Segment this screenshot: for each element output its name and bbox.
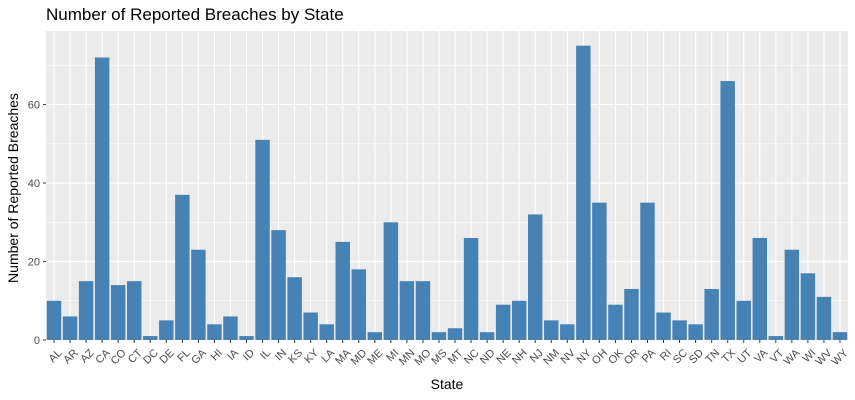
bar-hi (207, 324, 222, 340)
y-tick-label: 40 (28, 178, 40, 190)
bar-wy (832, 332, 848, 340)
x-tick-label-hi: HI (209, 347, 225, 363)
bar-fl (175, 194, 190, 340)
bar-tn (704, 288, 719, 340)
bar-sc (672, 320, 687, 340)
bar-nm (544, 320, 559, 340)
x-axis-title: State (431, 376, 464, 392)
bar-tx (720, 81, 735, 341)
bar-wv (816, 296, 832, 340)
bar-nd (479, 332, 495, 340)
y-tick-label: 0 (34, 335, 40, 347)
x-tick-label-ia: IA (225, 347, 241, 363)
bar-sd (688, 324, 703, 340)
bar-nc (463, 237, 479, 340)
x-tick-label-id: ID (241, 347, 257, 363)
bar-ne (495, 304, 511, 340)
bar-ri (656, 312, 671, 340)
bar-az (78, 281, 94, 340)
bar-il (255, 139, 270, 340)
bar-nv (560, 324, 575, 340)
chart-title: Number of Reported Breaches by State (46, 5, 344, 24)
x-tick-label-il: IL (258, 347, 273, 362)
bar-ut (736, 300, 751, 340)
bar-md (351, 269, 366, 340)
bar-al (46, 300, 62, 340)
bar-ct (127, 281, 142, 340)
x-tick-label-wy: WY (830, 347, 851, 368)
x-tick-label-ri: RI (658, 347, 674, 363)
bar-de (159, 320, 174, 340)
bar-or (624, 288, 639, 340)
bar-mi (383, 222, 399, 340)
bar-ny (576, 45, 591, 340)
x-tick-label-pa: PA (640, 347, 659, 366)
bar-ia (223, 316, 238, 340)
bar-co (110, 285, 126, 340)
bar-in (271, 230, 286, 340)
x-tick-label-ga: GA (189, 347, 209, 367)
bar-mt (447, 328, 463, 340)
bar-va (752, 237, 767, 340)
y-tick-label: 20 (28, 257, 40, 269)
bar-wa (784, 249, 800, 340)
bar-nh (511, 300, 527, 340)
x-tick-label-in: IN (273, 347, 289, 363)
bar-id (239, 336, 254, 340)
bar-pa (640, 202, 655, 340)
bar-ok (608, 304, 623, 340)
bar-ar (62, 316, 78, 340)
bar-ks (287, 277, 302, 340)
bar-ms (431, 332, 447, 340)
bar-vt (768, 336, 784, 340)
bar-mn (399, 281, 415, 340)
y-axis-title: Number of Reported Breaches (5, 93, 21, 283)
bar-dc (143, 336, 158, 340)
bar-me (367, 332, 383, 340)
bar-ky (303, 312, 318, 340)
bars-group (46, 45, 848, 341)
y-axis: 0 20 40 60 (28, 100, 46, 347)
y-tick-label: 60 (28, 100, 40, 112)
bar-wi (800, 273, 816, 340)
bar-nj (528, 214, 543, 340)
x-tick-label-me: ME (365, 347, 385, 367)
bar-ma (335, 241, 350, 340)
bar-la (319, 324, 334, 340)
bar-oh (592, 202, 607, 340)
bar-mo (415, 281, 431, 340)
x-tick-label-de: DE (158, 347, 177, 366)
bar-ga (191, 249, 206, 340)
bar-ca (94, 57, 110, 340)
